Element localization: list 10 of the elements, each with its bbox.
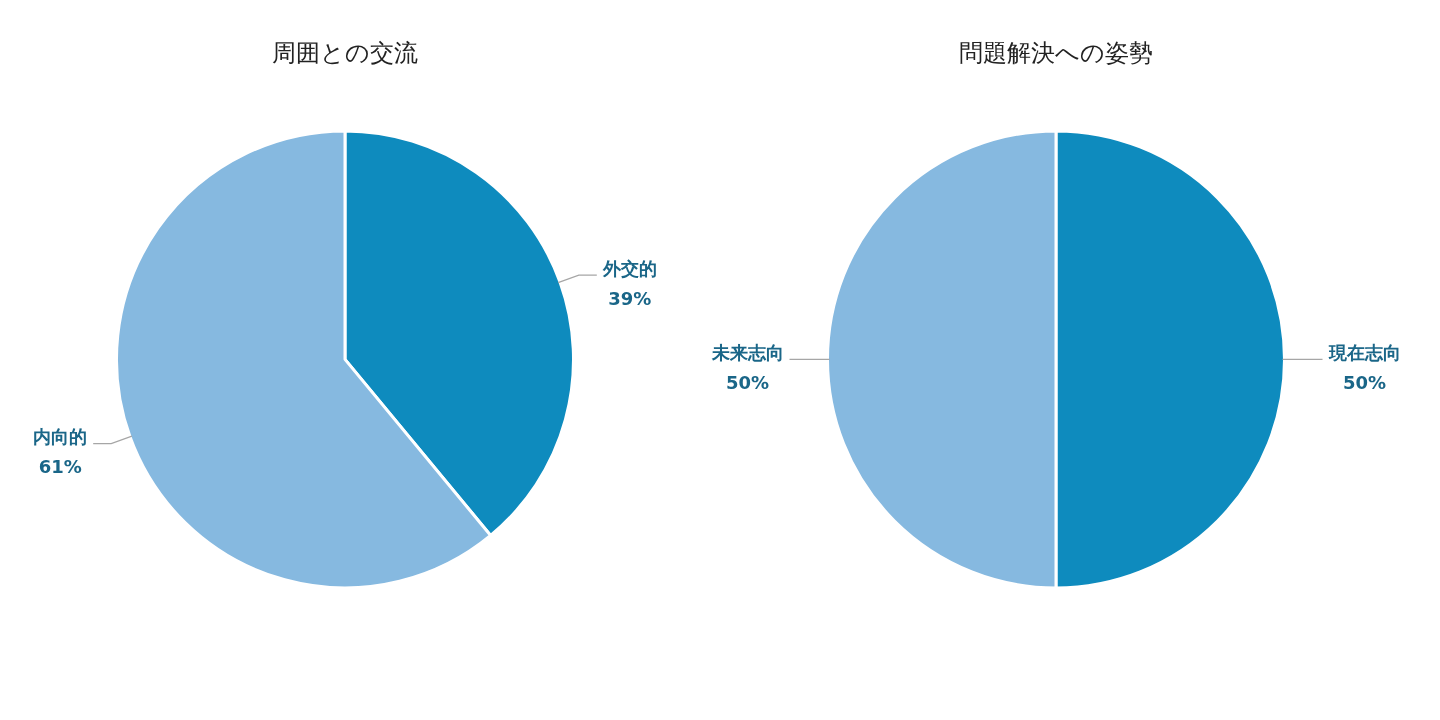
data-label: 50%: [725, 372, 770, 394]
data-label: 50%: [1342, 372, 1387, 394]
data-label: 61%: [38, 456, 82, 478]
slice-label: 内向的: [33, 426, 88, 448]
slice-label: 現在志向: [1327, 342, 1401, 364]
chart-title: 周囲との交流: [272, 38, 418, 67]
slice-label: 未来志向: [710, 342, 784, 364]
chart-title: 問題解決への姿勢: [959, 38, 1153, 67]
data-label: 39%: [608, 287, 652, 309]
slice-label: 外交的: [601, 257, 657, 279]
